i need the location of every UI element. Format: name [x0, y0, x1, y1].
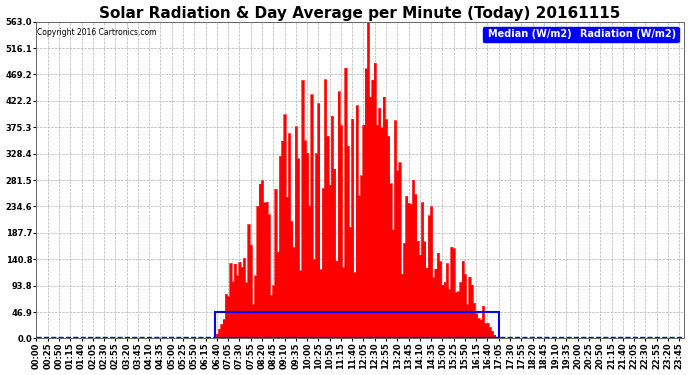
Bar	[215, 312, 499, 338]
Text: Copyright 2016 Cartronics.com: Copyright 2016 Cartronics.com	[37, 28, 157, 37]
Legend: Median (W/m2), Radiation (W/m2): Median (W/m2), Radiation (W/m2)	[482, 27, 679, 42]
Title: Solar Radiation & Day Average per Minute (Today) 20161115: Solar Radiation & Day Average per Minute…	[99, 6, 621, 21]
